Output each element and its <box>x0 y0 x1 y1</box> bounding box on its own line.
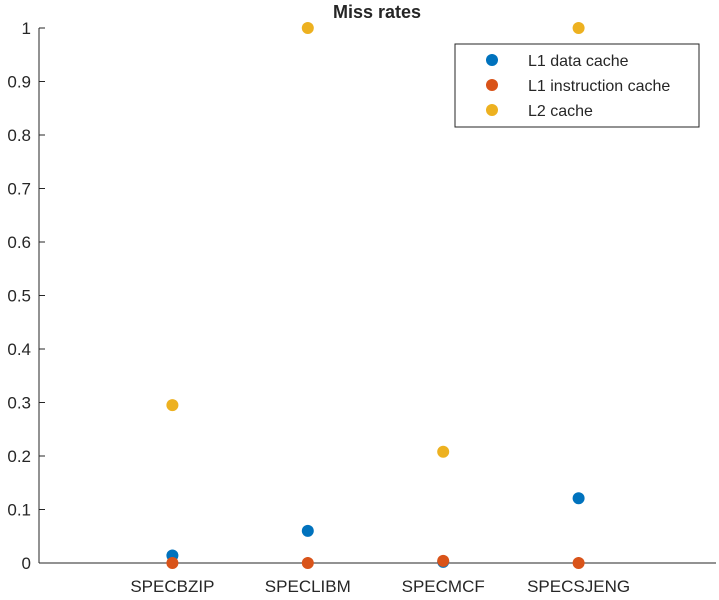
y-tick-label: 0.6 <box>7 233 31 252</box>
legend-label: L2 cache <box>528 103 593 120</box>
legend-marker <box>486 54 498 66</box>
data-point <box>572 557 585 569</box>
data-points <box>166 22 585 569</box>
y-tick-label: 0.7 <box>7 180 31 199</box>
y-tick-label: 0.8 <box>7 126 31 145</box>
y-tick-label: 0.4 <box>7 340 31 359</box>
data-point <box>437 554 450 567</box>
legend-marker <box>486 79 498 91</box>
data-point <box>166 399 179 412</box>
chart-title: Miss rates <box>333 2 421 22</box>
data-point <box>572 492 585 505</box>
x-tick-label: SPECLIBM <box>265 577 351 595</box>
y-tick-label: 0.1 <box>7 501 31 520</box>
y-tick-label: 0.2 <box>7 447 31 466</box>
data-point <box>301 22 314 34</box>
y-tick-label: 0.5 <box>7 287 31 306</box>
data-point <box>437 445 450 458</box>
legend-label: L1 instruction cache <box>528 78 670 95</box>
data-point <box>166 557 179 569</box>
y-tick-label: 0.3 <box>7 394 31 413</box>
data-point <box>301 524 314 537</box>
x-tick-label: SPECSJENG <box>527 577 630 595</box>
legend-label: L1 data cache <box>528 53 629 70</box>
y-tick-label: 1 <box>22 19 31 38</box>
data-point <box>572 22 585 34</box>
y-tick-label: 0 <box>22 554 31 573</box>
data-point <box>301 557 314 569</box>
axes: 0 0.1 0.2 0.3 0.4 0.5 0.6 0.7 0.8 0.9 1 SPECBZIP SPE… <box>7 19 716 596</box>
y-tick-label: 0.9 <box>7 73 31 92</box>
legend-marker <box>486 104 498 116</box>
x-tick-label: SPECMCF <box>402 577 485 595</box>
legend: L1 data cache L1 instruction cache L2 cach… <box>454 43 700 128</box>
x-tick-label: SPECBZIP <box>130 577 214 595</box>
